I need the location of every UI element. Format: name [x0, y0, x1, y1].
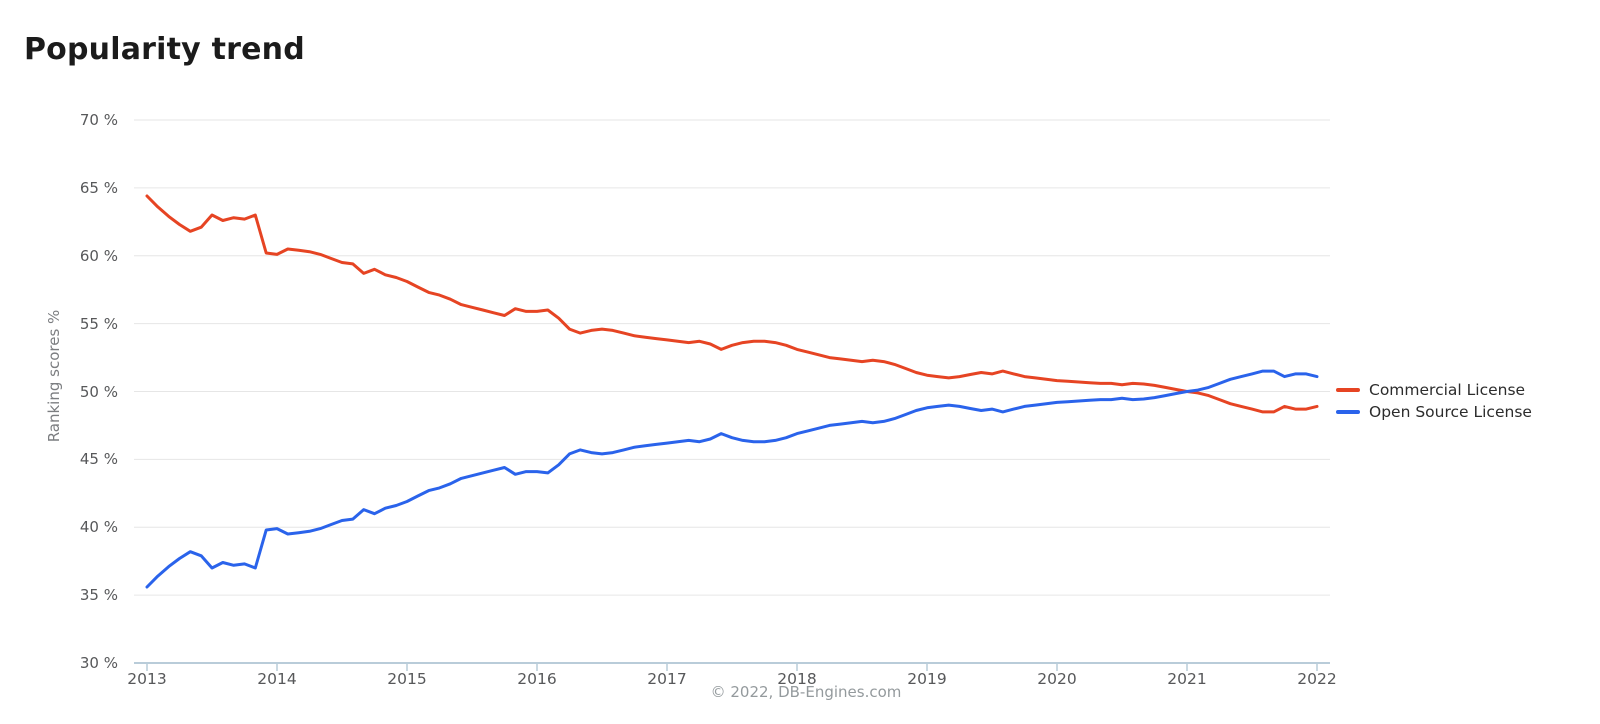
x-tick-label: 2021	[1167, 670, 1207, 688]
series-line-commercial[interactable]	[145, 194, 1319, 414]
x-tick-label: 2015	[387, 670, 427, 688]
series-line-open-source[interactable]	[145, 369, 1319, 589]
y-tick-label: 35 %	[79, 586, 118, 604]
x-tick-label: 2014	[257, 670, 297, 688]
copyright-footer: © 2022, DB-Engines.com	[710, 683, 902, 701]
y-tick-label: 55 %	[79, 315, 118, 333]
x-tick-label: 2019	[907, 670, 947, 688]
x-tick-label: 2020	[1037, 670, 1077, 688]
chart-title: Popularity trend	[24, 32, 305, 67]
x-tick-label: 2016	[517, 670, 557, 688]
y-tick-label: 60 %	[79, 247, 118, 265]
legend-item-commercial-license[interactable]: Commercial License	[1336, 379, 1532, 401]
y-tick-label: 65 %	[79, 179, 118, 197]
legend-label-commercial: Commercial License	[1369, 381, 1526, 399]
legend-swatch-commercial-icon	[1336, 388, 1360, 392]
legend-swatch-open-source-icon	[1336, 410, 1360, 414]
y-tick-label: 70 %	[79, 111, 118, 129]
x-tick-label: 2022	[1297, 670, 1337, 688]
x-tick-label: 2013	[127, 670, 167, 688]
y-tick-label: 50 %	[79, 383, 118, 401]
legend-item-open-source-license[interactable]: Open Source License	[1336, 401, 1532, 423]
x-tick-label: 2017	[647, 670, 687, 688]
y-tick-label: 45 %	[79, 450, 118, 468]
x-tick-label: 2018	[777, 670, 817, 688]
legend: Commercial License Open Source License	[1336, 379, 1532, 423]
y-tick-label: 30 %	[79, 654, 118, 672]
y-tick-label: 40 %	[79, 518, 118, 536]
legend-label-open-source: Open Source License	[1369, 403, 1532, 421]
